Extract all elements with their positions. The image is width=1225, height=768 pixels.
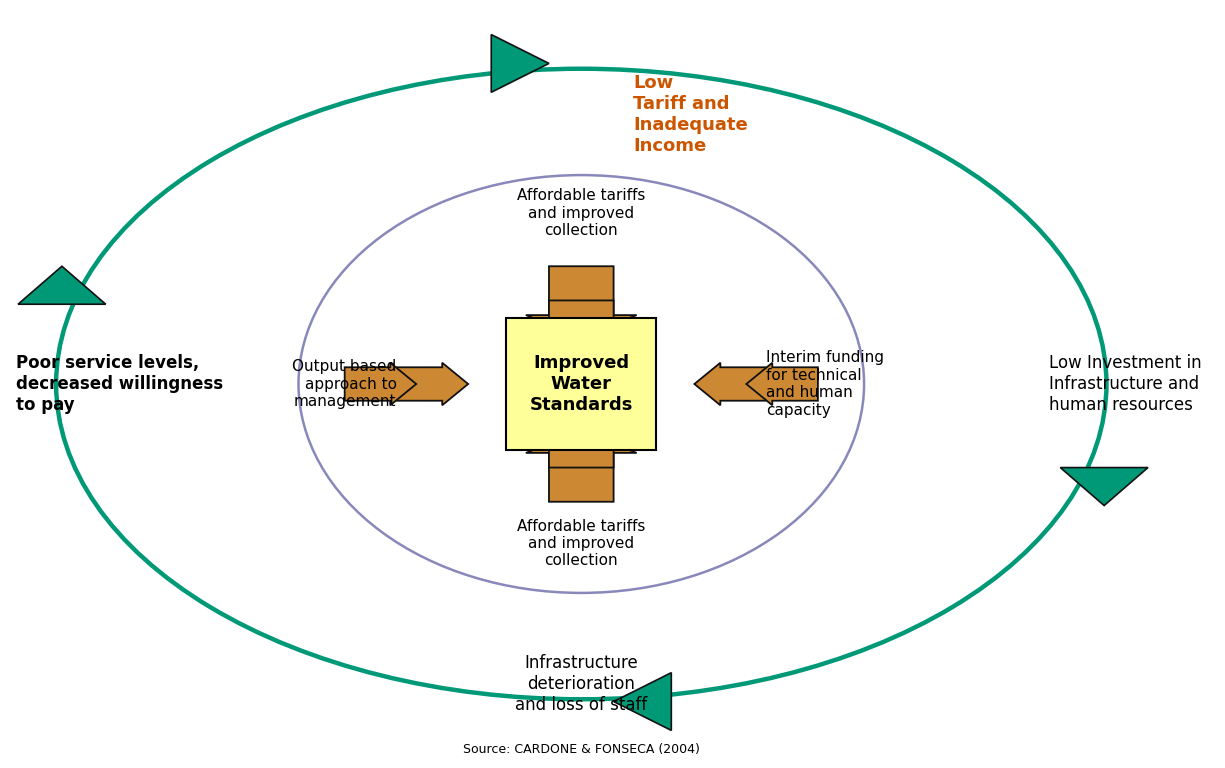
Polygon shape xyxy=(695,362,766,406)
Text: Affordable tariffs
and improved
collection: Affordable tariffs and improved collecti… xyxy=(517,518,646,568)
Polygon shape xyxy=(614,673,671,730)
Polygon shape xyxy=(344,362,416,406)
Text: Interim funding
for technical
and human
capacity: Interim funding for technical and human … xyxy=(766,350,884,418)
Polygon shape xyxy=(526,266,637,336)
Text: Low Investment in
Infrastructure and
human resources: Low Investment in Infrastructure and hum… xyxy=(1049,354,1202,414)
Polygon shape xyxy=(491,35,549,92)
Polygon shape xyxy=(746,362,818,406)
Text: Infrastructure
deterioration
and loss of staff: Infrastructure deterioration and loss of… xyxy=(516,654,647,714)
Polygon shape xyxy=(397,362,468,406)
Polygon shape xyxy=(18,266,105,304)
Polygon shape xyxy=(526,300,637,371)
FancyBboxPatch shape xyxy=(506,317,657,451)
Polygon shape xyxy=(526,397,637,468)
Text: Poor service levels,
decreased willingness
to pay: Poor service levels, decreased willingne… xyxy=(16,354,223,414)
Text: Improved
Water
Standards: Improved Water Standards xyxy=(529,354,633,414)
Text: Source: CARDONE & FONSECA (2004): Source: CARDONE & FONSECA (2004) xyxy=(463,743,699,756)
Text: Low
Tariff and
Inadequate
Income: Low Tariff and Inadequate Income xyxy=(633,74,748,154)
Polygon shape xyxy=(526,432,637,502)
Polygon shape xyxy=(1061,468,1148,505)
Text: Output based
approach to
management: Output based approach to management xyxy=(293,359,397,409)
Text: Affordable tariffs
and improved
collection: Affordable tariffs and improved collecti… xyxy=(517,188,646,238)
